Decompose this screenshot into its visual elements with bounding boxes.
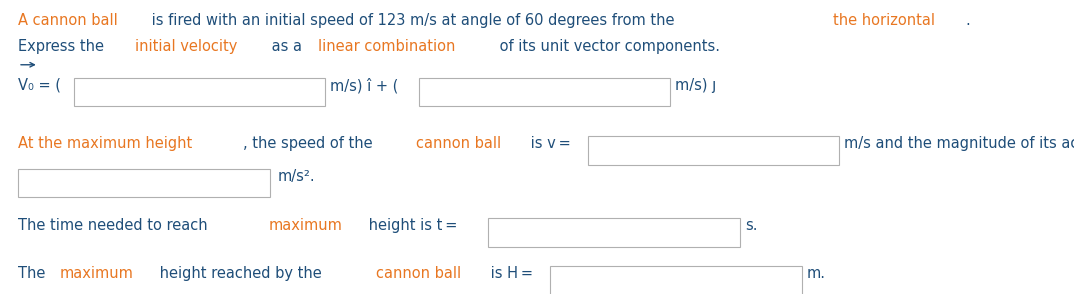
Text: height is t =: height is t = bbox=[364, 218, 458, 233]
Text: Express the: Express the bbox=[18, 39, 108, 54]
FancyBboxPatch shape bbox=[73, 78, 325, 106]
Text: m/s and the magnitude of its acceleration is a =: m/s and the magnitude of its acceleratio… bbox=[844, 136, 1074, 151]
Text: maximum: maximum bbox=[59, 266, 133, 281]
Text: m/s) î + (: m/s) î + ( bbox=[331, 78, 398, 93]
Text: m/s².: m/s². bbox=[277, 169, 315, 184]
Text: is v =: is v = bbox=[526, 136, 570, 151]
FancyBboxPatch shape bbox=[550, 266, 802, 294]
Text: At the maximum height: At the maximum height bbox=[18, 136, 192, 151]
Text: of its unit vector components.: of its unit vector components. bbox=[495, 39, 721, 54]
Text: V₀ = (: V₀ = ( bbox=[18, 78, 61, 93]
Text: cannon ball: cannon ball bbox=[416, 136, 502, 151]
Text: , the speed of the: , the speed of the bbox=[243, 136, 377, 151]
Text: is H =: is H = bbox=[485, 266, 533, 281]
FancyBboxPatch shape bbox=[18, 169, 270, 197]
Text: cannon ball: cannon ball bbox=[376, 266, 461, 281]
Text: as a: as a bbox=[267, 39, 307, 54]
Text: the horizontal: the horizontal bbox=[833, 13, 935, 28]
FancyBboxPatch shape bbox=[587, 136, 839, 165]
Text: A cannon ball: A cannon ball bbox=[18, 13, 118, 28]
Text: height reached by the: height reached by the bbox=[155, 266, 326, 281]
Text: s.: s. bbox=[745, 218, 757, 233]
Text: The: The bbox=[18, 266, 50, 281]
Text: initial velocity: initial velocity bbox=[135, 39, 237, 54]
Text: m.: m. bbox=[807, 266, 826, 281]
Text: linear combination: linear combination bbox=[318, 39, 455, 54]
Text: is fired with an initial speed of 123 m/s at angle of 60 degrees from the: is fired with an initial speed of 123 m/… bbox=[147, 13, 679, 28]
FancyBboxPatch shape bbox=[489, 218, 740, 247]
Text: maximum: maximum bbox=[268, 218, 343, 233]
Text: m/s) ȷ: m/s) ȷ bbox=[676, 78, 716, 93]
Text: The time needed to reach: The time needed to reach bbox=[18, 218, 213, 233]
FancyBboxPatch shape bbox=[419, 78, 670, 106]
Text: .: . bbox=[966, 13, 970, 28]
